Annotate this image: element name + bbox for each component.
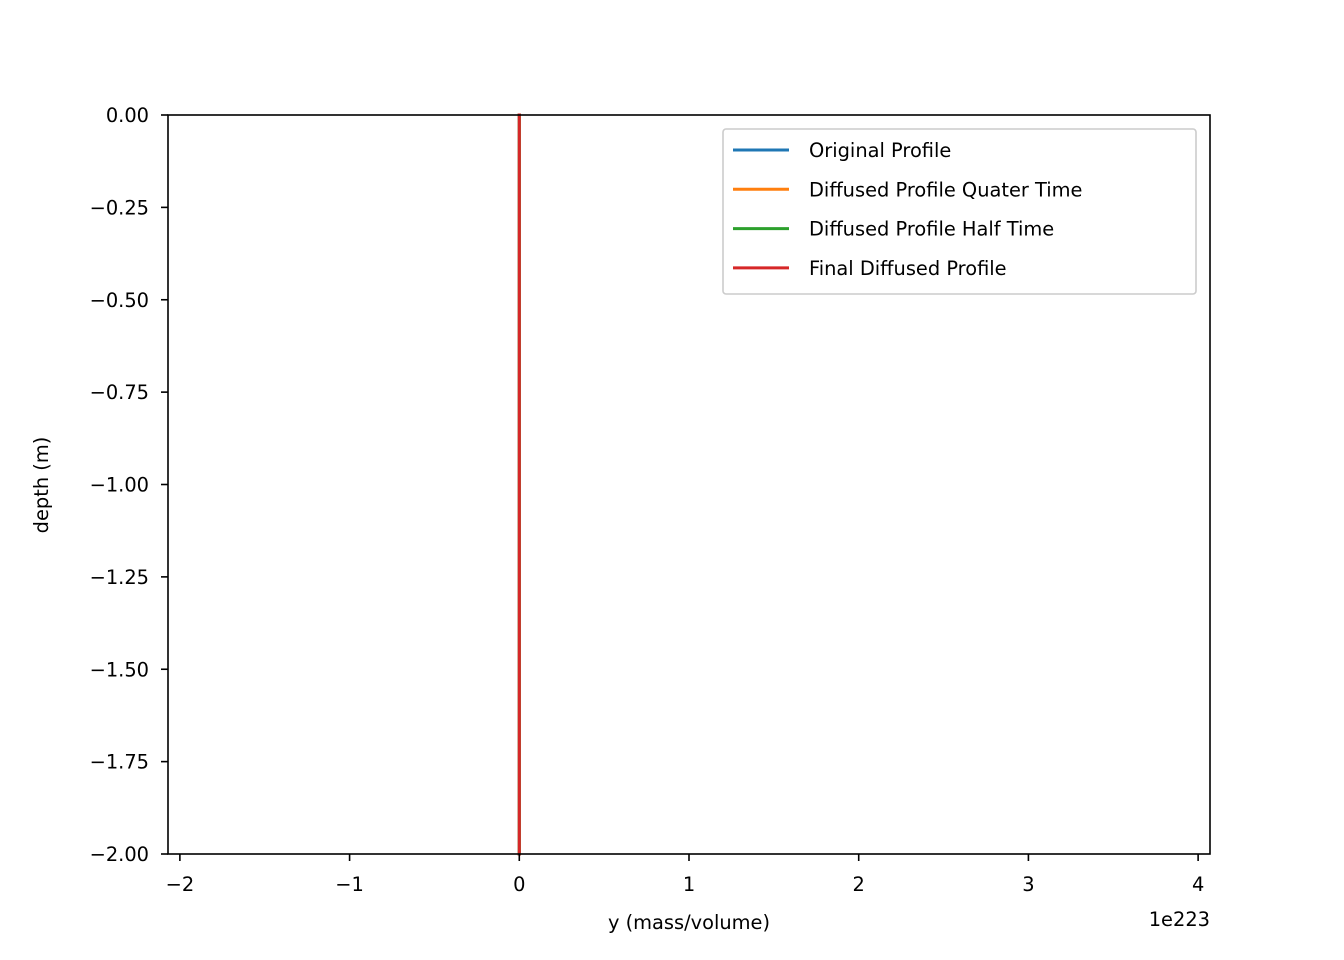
legend-box [722, 128, 1197, 295]
y-axis-label: depth (m) [30, 437, 53, 534]
x-axis-label: y (mass/volume) [608, 911, 770, 934]
x-tick-label: 2 [853, 873, 865, 896]
x-axis-ticks: −2 −1 0 1 2 3 4 [166, 854, 1204, 896]
x-axis-offset-label: 1e223 [1149, 908, 1210, 931]
x-tick-label: 3 [1022, 873, 1034, 896]
legend: Original Profile Diffused Profile Quater … [722, 128, 1197, 295]
y-tick-label: −1.50 [90, 658, 149, 681]
y-tick-label: −0.75 [90, 381, 149, 404]
x-tick-label: −1 [335, 873, 364, 896]
y-tick-label: −1.25 [90, 566, 149, 589]
legend-label: Diffused Profile Half Time [809, 218, 1054, 241]
y-tick-label: −2.00 [90, 843, 149, 866]
x-tick-label: 0 [513, 873, 525, 896]
y-tick-label: −1.75 [90, 751, 149, 774]
x-tick-label: −2 [166, 873, 195, 896]
y-axis-ticks: 0.00 −0.25 −0.50 −0.75 −1.00 −1.25 −1.50 −1.75 −… [90, 104, 168, 866]
x-tick-label: 4 [1192, 873, 1204, 896]
y-tick-label: −1.00 [90, 474, 149, 497]
y-tick-label: 0.00 [106, 104, 149, 127]
legend-label: Diffused Profile Quater Time [809, 178, 1083, 201]
y-tick-label: −0.50 [90, 289, 149, 312]
legend-label: Original Profile [809, 139, 951, 162]
y-tick-label: −0.25 [90, 196, 149, 219]
legend-label: Final Diffused Profile [809, 257, 1007, 280]
x-tick-label: 1 [683, 873, 695, 896]
